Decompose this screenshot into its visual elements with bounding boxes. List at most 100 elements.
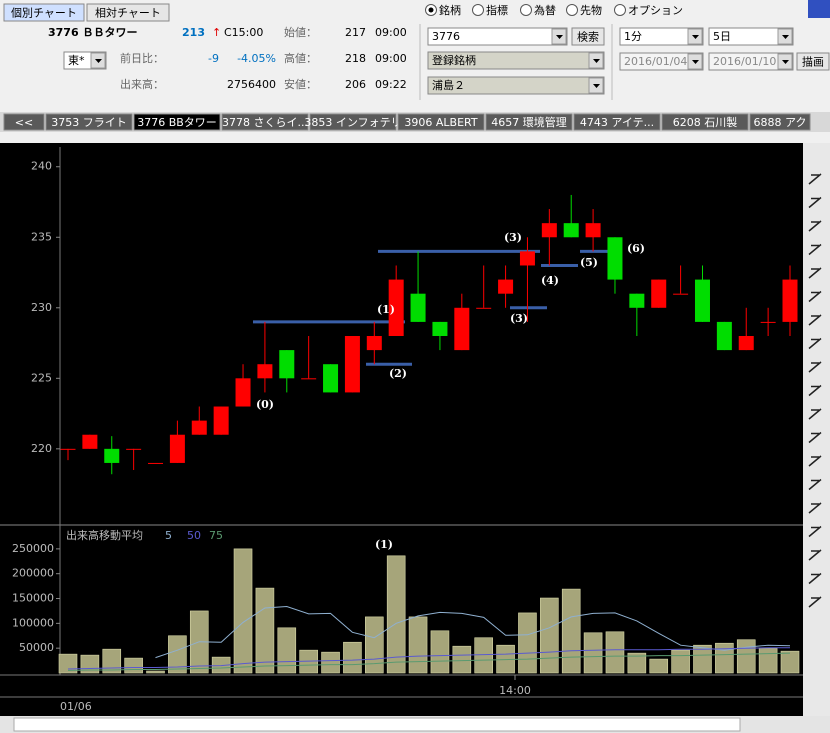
volume-bar: [561, 588, 581, 674]
list-box[interactable]: [427, 51, 605, 70]
search-button-box[interactable]: [571, 27, 605, 46]
volume-bar: [168, 635, 187, 674]
code-box[interactable]: [427, 27, 568, 46]
tab-box[interactable]: [3, 3, 85, 22]
stock-tab-box[interactable]: [133, 113, 221, 131]
candle-body: [432, 321, 448, 336]
stock-tab[interactable]: <<: [15, 116, 33, 129]
volume-bar: [386, 555, 406, 674]
tab[interactable]: 個別チャート: [11, 7, 77, 20]
stock-tab-box[interactable]: [3, 113, 45, 131]
stock-tab-box[interactable]: [485, 113, 573, 131]
span-arrow: [782, 35, 789, 39]
list[interactable]: 登録銘柄: [432, 53, 476, 67]
candle-body: [126, 448, 142, 450]
tool-icon[interactable]: [808, 361, 822, 373]
candle-body: [257, 364, 273, 379]
annotation: (3): [510, 312, 528, 325]
volume-bar: [693, 644, 712, 674]
tool-icon[interactable]: [808, 431, 822, 444]
stock-tab[interactable]: 3776 BBタワー: [137, 116, 217, 129]
from[interactable]: 2016/01/04: [624, 55, 687, 68]
stock-tab-box[interactable]: [221, 113, 309, 131]
tool-icon[interactable]: [808, 455, 822, 467]
code-arrow: [556, 35, 563, 39]
radio[interactable]: [614, 4, 626, 16]
radio-label[interactable]: 為替: [534, 3, 556, 17]
volume-bar: [321, 651, 340, 674]
radio-label[interactable]: 銘柄: [439, 3, 461, 17]
to-box[interactable]: [708, 52, 794, 71]
tool-icon[interactable]: [808, 173, 822, 185]
search-button[interactable]: 検索: [577, 30, 599, 44]
scroll-track[interactable]: [13, 717, 741, 732]
stock-tab-box[interactable]: [573, 113, 661, 131]
draw-button[interactable]: 描画: [802, 55, 824, 69]
tool-icon[interactable]: [808, 196, 822, 209]
stock-tab[interactable]: 6888 アク: [754, 116, 807, 129]
stock-tab[interactable]: 3753 フライト: [51, 116, 127, 129]
tool-icon[interactable]: [808, 267, 822, 279]
candle-body: [476, 307, 492, 309]
tool-icon[interactable]: [808, 596, 822, 608]
tab-box[interactable]: [86, 3, 170, 22]
volume-bar: [780, 650, 800, 674]
tab[interactable]: 相対チャート: [95, 6, 161, 20]
stock-tab-box[interactable]: [45, 113, 133, 131]
span[interactable]: 5日: [713, 30, 731, 43]
tool-icon[interactable]: [808, 502, 822, 514]
tool-icon[interactable]: [808, 243, 822, 256]
candle-body: [82, 434, 98, 449]
from-box[interactable]: [619, 52, 704, 71]
stock-tab[interactable]: 6208 石川製: [673, 115, 738, 129]
market[interactable]: 東*: [68, 54, 85, 67]
time: 09:00: [375, 52, 407, 65]
tool-icon[interactable]: [808, 290, 822, 303]
list-arrow: [593, 59, 600, 63]
stock-tab-box[interactable]: [309, 113, 397, 131]
tool-icon[interactable]: [808, 525, 822, 538]
stock-tab[interactable]: 4657 環境管理: [491, 115, 567, 129]
candle-body: [366, 336, 382, 351]
corner-button[interactable]: [808, 0, 830, 18]
code[interactable]: 3776: [432, 30, 460, 43]
to[interactable]: 2016/01/10: [713, 55, 776, 68]
span-box[interactable]: [708, 27, 794, 46]
date-label: 01/06: [60, 700, 92, 713]
radio-label[interactable]: オプション: [628, 4, 683, 17]
radio-label[interactable]: 先物: [580, 3, 602, 17]
candle-body: [541, 223, 557, 238]
stock-tab[interactable]: 3853 インフォテリ: [304, 116, 401, 129]
stock-tab-box[interactable]: [397, 113, 485, 131]
tool-icon[interactable]: [808, 572, 822, 585]
value: 206: [345, 78, 366, 91]
candle-body: [498, 279, 514, 294]
label: 出来高：: [120, 77, 164, 91]
candle-body: [585, 223, 601, 238]
tool-icon[interactable]: [808, 408, 822, 420]
interval[interactable]: 1分: [624, 30, 642, 43]
radio[interactable]: [520, 4, 532, 16]
tool-icon[interactable]: [808, 220, 822, 232]
group[interactable]: 浦島２: [432, 78, 465, 92]
tool-icon[interactable]: [808, 478, 822, 491]
volume-bar: [627, 652, 647, 674]
group-box[interactable]: [427, 76, 605, 95]
draw-button-box[interactable]: [796, 52, 830, 71]
stock-tab-box[interactable]: [749, 113, 811, 131]
tool-icon[interactable]: [808, 337, 822, 350]
annotation: (1): [377, 303, 395, 316]
interval-box[interactable]: [619, 27, 704, 46]
tool-icon[interactable]: [808, 384, 822, 397]
radio[interactable]: [566, 4, 578, 16]
radio[interactable]: [472, 4, 484, 16]
radio-label[interactable]: 指標: [486, 3, 508, 17]
stock-tab[interactable]: 3906 ALBERT: [404, 116, 477, 129]
stock-tab-box[interactable]: [661, 113, 749, 131]
stock-tab[interactable]: 3778 さくらイ...: [222, 116, 308, 129]
annotation: (2): [389, 367, 407, 380]
stock-tab[interactable]: 4743 アイテ...: [580, 116, 654, 129]
tool-icon[interactable]: [808, 549, 822, 561]
tool-icon[interactable]: [808, 314, 822, 326]
value: 217: [345, 26, 366, 39]
